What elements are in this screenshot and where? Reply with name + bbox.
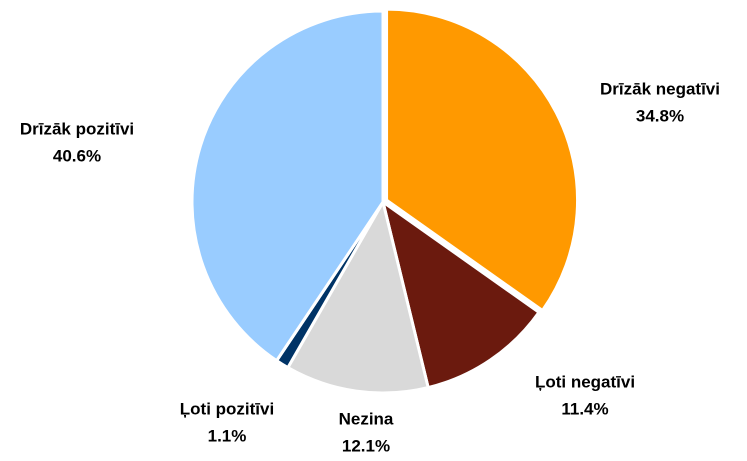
slice-value-label: 12.1% — [342, 436, 390, 455]
slice-label: Ļoti negatīvi — [535, 372, 635, 391]
pie-slice — [190, 9, 385, 363]
slice-label: Ļoti pozitīvi — [180, 399, 274, 418]
slice-label: Drīzāk pozitīvi — [20, 119, 134, 138]
pie-slice — [385, 7, 579, 312]
slice-value-label: 40.6% — [53, 146, 101, 165]
pie-slice — [286, 200, 430, 395]
slice-label: Drīzāk negatīvi — [600, 79, 720, 98]
slice-label: Nezina — [339, 409, 394, 428]
slice-value-label: 34.8% — [636, 106, 684, 125]
slice-value-label: 11.4% — [561, 399, 608, 418]
slice-value-label: 1.1% — [208, 426, 247, 445]
pie-slice — [381, 200, 541, 390]
